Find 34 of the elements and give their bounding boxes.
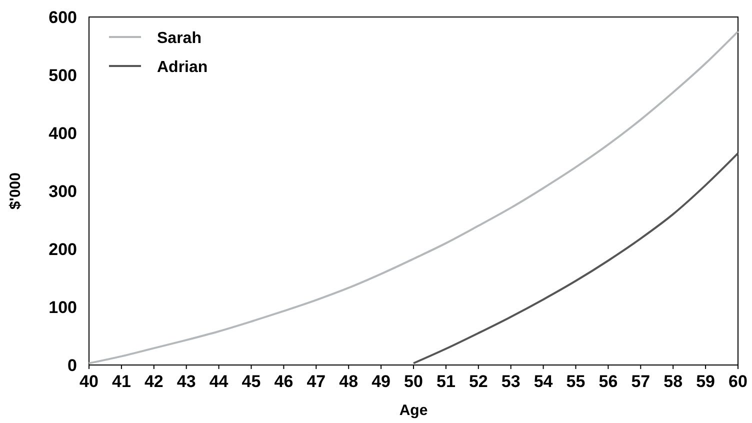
x-tick-label: 50 <box>404 372 423 391</box>
x-tick-label: 47 <box>306 372 326 391</box>
x-tick-label: 48 <box>339 372 358 391</box>
x-tick-label: 58 <box>664 372 683 391</box>
y-tick-label: 200 <box>48 240 77 259</box>
y-tick-label: 300 <box>48 182 77 201</box>
line-series <box>88 30 739 364</box>
x-tick-label: 51 <box>436 372 456 391</box>
x-tick-label: 46 <box>274 372 294 391</box>
x-tick-label: 53 <box>501 372 520 391</box>
x-tick-label: 44 <box>209 372 229 391</box>
x-axis-title: Age <box>399 402 428 419</box>
line-series <box>412 152 739 364</box>
x-tick-label: 41 <box>112 372 131 391</box>
y-axis-title: $'000 <box>7 172 24 210</box>
y-tick-label: 600 <box>48 8 77 27</box>
x-tick-label: 55 <box>566 372 586 391</box>
x-tick-label: 42 <box>144 372 164 391</box>
x-tick-label: 56 <box>598 372 618 391</box>
x-tick-label: 60 <box>728 372 748 391</box>
x-tick-label: 54 <box>534 372 554 391</box>
y-tick-label: 500 <box>48 66 77 85</box>
x-tick-label: 57 <box>631 372 650 391</box>
y-tick-label: 400 <box>48 124 77 143</box>
x-tick-label: 43 <box>176 372 196 391</box>
y-tick-label: 100 <box>48 298 77 317</box>
x-tick-label: 52 <box>468 372 488 391</box>
x-tick-label: 59 <box>696 372 716 391</box>
y-tick-label: 0 <box>68 356 77 375</box>
x-tick-label: 49 <box>372 372 391 391</box>
x-tick-label: 40 <box>80 372 98 391</box>
legend-label: Sarah <box>157 30 202 47</box>
legend-label: Adrian <box>157 59 208 76</box>
x-tick-label: 45 <box>242 372 261 391</box>
